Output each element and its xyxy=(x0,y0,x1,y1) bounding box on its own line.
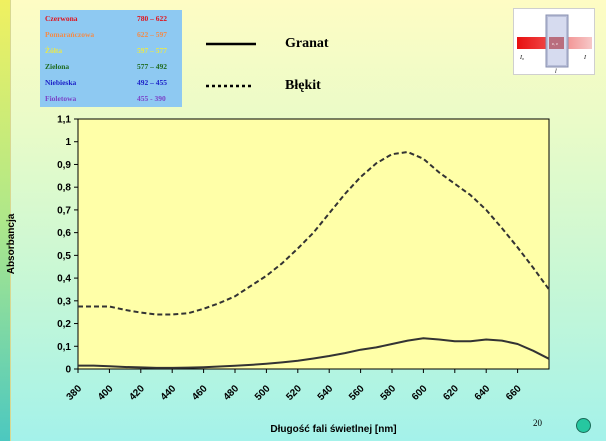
y-tick-label: 0,8 xyxy=(57,183,71,194)
series-lines xyxy=(78,151,550,369)
left-decorative-stripe xyxy=(0,0,11,441)
x-tick-label: 420 xyxy=(127,383,147,403)
x-tick-label: 600 xyxy=(410,383,430,403)
color-row: Czerwona 780 – 622 xyxy=(40,13,182,25)
y-tick-label: 0,2 xyxy=(57,319,71,330)
x-tick-label: 400 xyxy=(96,383,116,403)
y-axis-ticks: 0 0,1 0,2 0,3 0,4 0,5 0,6 0,7 0,8 0,9 1 1,1 xyxy=(57,115,78,376)
color-row: Żółta 597 – 577 xyxy=(40,45,182,57)
y-tick-label: 0,7 xyxy=(57,205,71,216)
legend-label-blekit: Błękit xyxy=(285,78,321,93)
color-row: Zielona 577 – 492 xyxy=(40,61,182,73)
x-tick-label: 480 xyxy=(222,383,242,403)
color-row: Niebieska 492 – 455 xyxy=(40,77,182,89)
x-tick-label: 440 xyxy=(159,383,179,403)
beam-through-sample xyxy=(549,37,564,49)
cuvette-center-label: c, ε xyxy=(552,41,558,46)
y-tick-label: 0,4 xyxy=(57,274,71,285)
x-tick-label: 580 xyxy=(379,383,399,403)
color-spectrum-table: Czerwona 780 – 622 Pomarańczowa 622 – 59… xyxy=(40,10,182,107)
series-line-granat xyxy=(78,337,550,369)
color-range: 622 – 597 xyxy=(137,30,167,39)
series-line-błękit xyxy=(78,151,550,316)
x-axis-ticks: 380 400 420 440 460 480 500 520 540 560 580 600 620 6… xyxy=(65,369,524,403)
y-tick-label: 0,6 xyxy=(57,228,71,239)
color-name: Zielona xyxy=(45,62,70,71)
color-name: Żółta xyxy=(45,46,63,55)
color-row: Pomarańczowa 622 – 597 xyxy=(40,29,182,41)
color-name: Fioletowa xyxy=(45,94,77,103)
cuvette-icon: c, ε I₀ I l xyxy=(517,14,592,75)
x-tick-label: 520 xyxy=(284,383,304,403)
color-range: 455 - 390 xyxy=(137,94,166,103)
color-range: 780 – 622 xyxy=(137,14,167,23)
cuvette-left-label: I₀ xyxy=(519,55,524,61)
y-tick-label: 0,9 xyxy=(57,160,71,171)
x-tick-label: 460 xyxy=(190,383,210,403)
x-tick-label: 620 xyxy=(441,383,461,403)
x-tick-label: 640 xyxy=(473,383,493,403)
legend-swatches xyxy=(206,42,256,88)
cuvette-illustration: c, ε I₀ I l xyxy=(513,8,595,75)
color-range: 492 – 455 xyxy=(137,78,167,87)
transmitted-beam xyxy=(562,37,592,49)
incident-beam xyxy=(517,37,549,49)
x-tick-label: 380 xyxy=(65,383,85,403)
next-slide-button[interactable] xyxy=(576,418,591,433)
y-tick-label: 0 xyxy=(65,365,71,376)
x-tick-label: 660 xyxy=(504,383,524,403)
color-range: 597 – 577 xyxy=(137,46,167,55)
y-tick-label: 1,1 xyxy=(57,115,71,126)
cuvette-bottom-label: l xyxy=(555,69,557,74)
color-name: Czerwona xyxy=(45,14,78,23)
legend-label-granat: Granat xyxy=(285,36,329,51)
color-name: Niebieska xyxy=(45,78,77,87)
y-tick-label: 0,3 xyxy=(57,296,71,307)
y-tick-label: 1 xyxy=(65,137,71,148)
color-row: Fioletowa 455 - 390 xyxy=(40,93,182,105)
cuvette-right-label: I xyxy=(583,55,587,61)
y-axis-label: Absorbancja xyxy=(6,213,17,274)
color-range: 577 – 492 xyxy=(137,62,167,71)
y-tick-label: 0,1 xyxy=(57,342,71,353)
x-tick-label: 540 xyxy=(316,383,336,403)
x-tick-label: 560 xyxy=(347,383,367,403)
page-number: 20 xyxy=(533,418,542,428)
plot-area xyxy=(77,118,550,370)
x-tick-label: 500 xyxy=(253,383,273,403)
y-tick-label: 0,5 xyxy=(57,251,71,262)
x-axis-label: Długość fali świetlnej [nm] xyxy=(270,424,396,435)
color-name: Pomarańczowa xyxy=(45,30,95,39)
